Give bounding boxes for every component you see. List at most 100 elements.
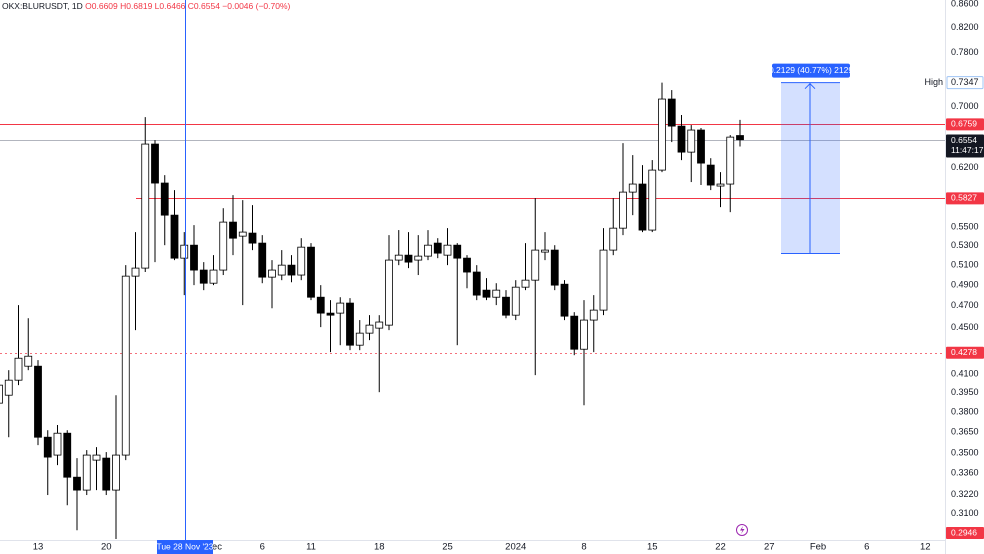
last-price: 0.6554 <box>951 135 977 145</box>
candle-body <box>609 227 618 251</box>
candle-body <box>24 355 33 367</box>
level-price-box <box>946 118 984 131</box>
y-tick-label: 0.5300 <box>951 240 979 250</box>
candle-body <box>209 269 218 284</box>
candle-body <box>268 269 276 278</box>
candle-body <box>219 221 228 271</box>
candle-body <box>14 357 23 381</box>
candle-body <box>248 232 257 244</box>
candle-body <box>521 279 530 288</box>
x-tick-label: 12 <box>920 542 931 553</box>
y-tick-label: 0.3220 <box>951 489 979 499</box>
candle-body <box>433 242 442 254</box>
y-tick-label: 0.3100 <box>951 508 979 518</box>
candle-body <box>511 286 520 316</box>
candle-body <box>180 244 189 259</box>
candle-body <box>560 283 569 317</box>
symbol: OKX:BLURUSDT, 1D <box>2 1 83 11</box>
y-tick-label: 0.8600 <box>951 0 979 8</box>
candle-body <box>385 259 393 326</box>
change: −0.0046 (−0.70%) <box>222 1 290 11</box>
candle-body <box>238 231 247 237</box>
candle-body <box>63 432 72 478</box>
candle-body <box>375 321 384 329</box>
y-tick-label: 0.3800 <box>951 406 979 416</box>
candle-body <box>599 249 608 311</box>
level-price-box <box>946 346 984 359</box>
measure-arrowhead <box>804 82 816 90</box>
x-tick-label: 18 <box>374 542 385 553</box>
candle-body <box>619 191 627 229</box>
x-tick-label: 22 <box>715 542 726 553</box>
candle-body <box>492 289 501 298</box>
candle-body <box>141 143 150 269</box>
low: L0.6466 <box>155 1 186 11</box>
candle-body <box>53 432 62 456</box>
y-tick-label: 0.3950 <box>951 387 979 397</box>
candle-body <box>736 135 744 141</box>
candle-body <box>424 244 432 257</box>
last-price-box <box>946 134 984 158</box>
x-tick-label: Feb <box>810 542 826 553</box>
x-tick-label: 2024 <box>505 542 526 553</box>
candle-body <box>0 384 3 404</box>
y-tick-label: 0.5100 <box>951 259 979 269</box>
candle-body <box>404 254 413 263</box>
y-tick-label: 0.7800 <box>951 47 979 57</box>
candle-body <box>43 436 52 458</box>
candle-body <box>258 242 267 278</box>
measure-label-box <box>772 63 850 78</box>
candle-body <box>658 98 666 171</box>
candle-body <box>355 332 364 346</box>
level-price: 0.2946 <box>951 527 977 537</box>
alert-bolt[interactable] <box>740 526 745 534</box>
alert-icon[interactable] <box>736 524 748 536</box>
high-value: 0.7347 <box>951 77 979 87</box>
candle-body <box>667 98 676 127</box>
measure-label: 0.2129 (40.77%) 2129 <box>769 65 853 75</box>
level-price: 0.4278 <box>951 347 977 357</box>
candle-body <box>82 454 91 491</box>
y-tick-label: 0.4100 <box>951 368 979 378</box>
crosshair-label-box <box>157 540 213 554</box>
candle-body <box>677 125 686 153</box>
candle-body <box>726 136 735 185</box>
level-price-box <box>946 527 984 539</box>
x-tick-label: 13 <box>33 542 44 553</box>
high-value-box <box>946 76 984 90</box>
candle-body <box>638 183 647 231</box>
candle-body <box>502 296 510 316</box>
candle-body <box>307 246 315 298</box>
candle-body <box>453 244 462 259</box>
x-tick-label: 8 <box>581 542 586 553</box>
candle-body <box>170 214 179 259</box>
candle-body <box>316 296 325 314</box>
candle-body <box>570 315 579 350</box>
y-tick-label: 0.8200 <box>951 22 979 32</box>
candle-body <box>346 302 354 346</box>
candle-body <box>102 457 111 491</box>
candle-body <box>336 302 345 314</box>
high-label: High <box>924 77 943 87</box>
candle-body <box>297 246 306 276</box>
candle-body <box>229 221 237 239</box>
candle-body <box>687 129 696 153</box>
y-tick-label: 0.3500 <box>951 447 979 457</box>
candle-body <box>131 267 140 277</box>
candle-body <box>580 319 588 350</box>
candle-body <box>277 264 286 276</box>
candle-body <box>151 143 159 184</box>
candle-body <box>121 275 130 456</box>
y-tick-label: 0.6200 <box>951 162 979 172</box>
x-tick-label: 6 <box>864 542 869 553</box>
candle-body <box>541 249 549 253</box>
candle-body <box>160 182 169 216</box>
candle-body <box>326 312 335 316</box>
candle-body <box>463 257 471 273</box>
candle-body <box>34 365 42 438</box>
y-tick-label: 0.3360 <box>951 468 979 478</box>
y-tick-label: 0.3650 <box>951 426 979 436</box>
candle-body <box>589 309 598 321</box>
level-price-box <box>946 192 984 205</box>
